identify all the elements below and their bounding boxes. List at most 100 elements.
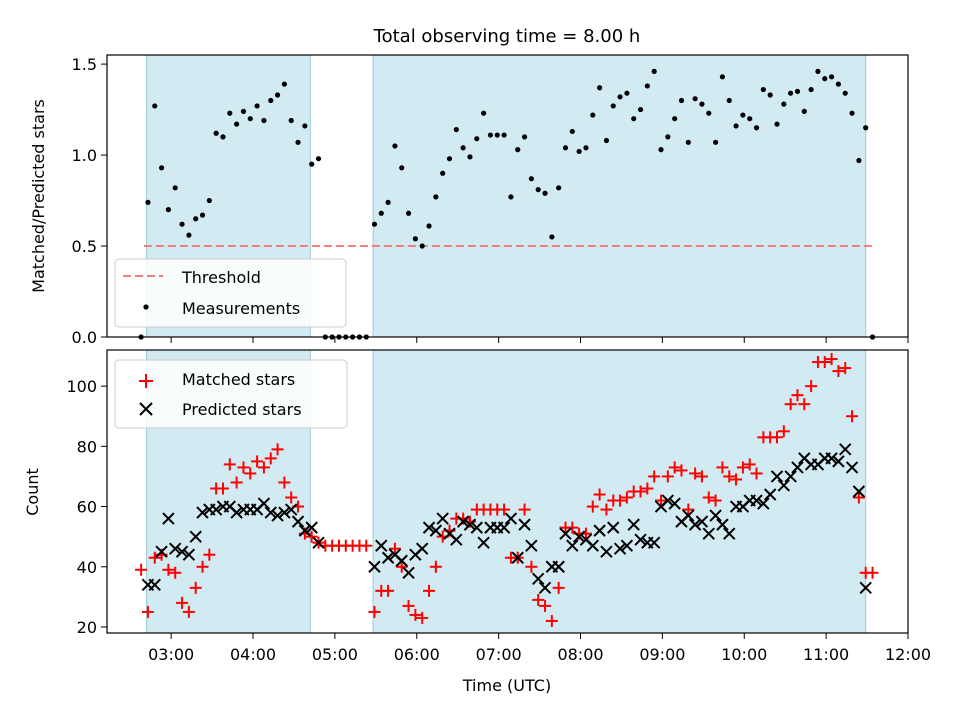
measurement-point	[842, 90, 848, 96]
predicted-star-point	[298, 524, 312, 537]
matched-star-point	[695, 470, 708, 483]
measurement-point	[815, 68, 821, 74]
predicted-star-point	[518, 518, 531, 531]
predicted-star-point	[257, 497, 271, 510]
matched-star-point	[620, 491, 633, 504]
predicted-star-point	[511, 551, 524, 564]
matched-star-point	[552, 581, 565, 594]
predicted-star-point	[504, 512, 518, 525]
predicted-star-point	[791, 461, 804, 474]
ratio-panel-ylabel: Matched/Predicted stars	[29, 99, 48, 293]
measurement-point	[247, 116, 253, 122]
matched-star-point	[818, 356, 831, 369]
predicted-star-point	[175, 545, 189, 558]
measurement-point	[315, 156, 322, 162]
measurement-point	[521, 134, 528, 140]
measurement-point	[446, 156, 453, 162]
matched-star-point	[661, 470, 674, 483]
measurement-point	[426, 223, 432, 229]
measurement-point	[822, 76, 828, 82]
measurement-point	[624, 90, 630, 96]
measurement-point	[179, 221, 185, 227]
predicted-star-point	[312, 536, 325, 549]
measurement-point	[788, 90, 794, 96]
measurement-point	[288, 117, 294, 124]
legend-measurements-swatch	[143, 304, 149, 310]
measurement-point	[481, 110, 487, 116]
predicted-star-point	[716, 518, 729, 531]
predicted-star-point	[723, 527, 736, 540]
measurement-point	[281, 81, 287, 87]
predicted-star-point	[148, 578, 161, 592]
measurement-point	[767, 92, 773, 98]
count-xtick-label: 11:00	[803, 645, 849, 664]
matched-star-point	[264, 452, 277, 465]
matched-star-point	[743, 458, 756, 471]
predicted-star-point	[613, 542, 627, 555]
measurement-point	[706, 110, 712, 116]
matched-star-point	[360, 539, 373, 552]
matched-star-point	[839, 362, 852, 375]
measurement-point	[740, 112, 746, 118]
matched-star-point	[668, 461, 681, 474]
measurement-point	[145, 199, 151, 205]
measurement-point	[440, 170, 446, 176]
legend-matched-label: Matched stars	[182, 370, 295, 389]
measurement-point	[419, 243, 425, 249]
measurement-point	[781, 101, 787, 107]
matched-star-point	[614, 494, 627, 507]
measurement-point	[234, 121, 240, 127]
measurement-point	[385, 199, 391, 205]
matched-star-point	[141, 605, 154, 618]
measurement-point	[863, 125, 869, 131]
matched-star-point	[682, 503, 695, 516]
measurement-point	[856, 157, 862, 164]
predicted-star-point	[839, 443, 852, 456]
matched-star-point	[866, 566, 879, 579]
measurement-point	[747, 116, 753, 122]
count-panel-xlabel: Time (UTC)	[462, 676, 551, 695]
measurement-point	[828, 74, 835, 80]
predicted-star-point	[189, 530, 202, 543]
predicted-star-point	[456, 515, 470, 528]
predicted-star-point	[709, 509, 722, 522]
measurement-point	[460, 145, 466, 151]
measurement-point	[528, 176, 534, 182]
predicted-star-point	[777, 479, 791, 492]
predicted-star-point	[463, 518, 477, 531]
measurement-point	[712, 139, 719, 145]
count-xtick-label: 10:00	[721, 645, 767, 664]
matched-star-point	[518, 503, 531, 516]
measurement-point	[501, 132, 507, 138]
count-xtick-label: 05:00	[312, 645, 358, 664]
matched-star-point	[305, 530, 318, 543]
measurement-point	[399, 165, 405, 171]
matched-star-point	[675, 464, 688, 477]
predicted-star-point	[682, 509, 695, 522]
matched-star-point	[216, 482, 229, 495]
matched-star-point	[251, 455, 264, 468]
predicted-star-point	[305, 521, 318, 534]
measurement-point	[172, 185, 178, 191]
matched-star-point	[169, 566, 182, 579]
predicted-star-point	[429, 524, 443, 537]
predicted-star-point	[422, 521, 436, 534]
matched-star-point	[395, 560, 408, 573]
measurement-point	[801, 108, 807, 114]
ratio-legend-box	[114, 258, 347, 328]
matched-star-point	[257, 461, 270, 474]
matched-star-point	[388, 542, 401, 555]
measurement-point	[405, 210, 412, 216]
matched-star-point	[244, 467, 257, 480]
predicted-star-point	[169, 542, 182, 555]
matched-star-point	[271, 443, 284, 456]
predicted-star-point	[627, 518, 640, 531]
measurement-point	[213, 130, 219, 136]
predicted-star-point	[416, 542, 429, 555]
matched-star-point	[846, 410, 859, 423]
matched-star-point	[402, 599, 415, 612]
measurement-point	[603, 137, 610, 144]
predicted-star-point	[600, 545, 613, 558]
measurement-point	[240, 108, 247, 114]
ratio-ytick-label: 1.5	[72, 55, 97, 74]
